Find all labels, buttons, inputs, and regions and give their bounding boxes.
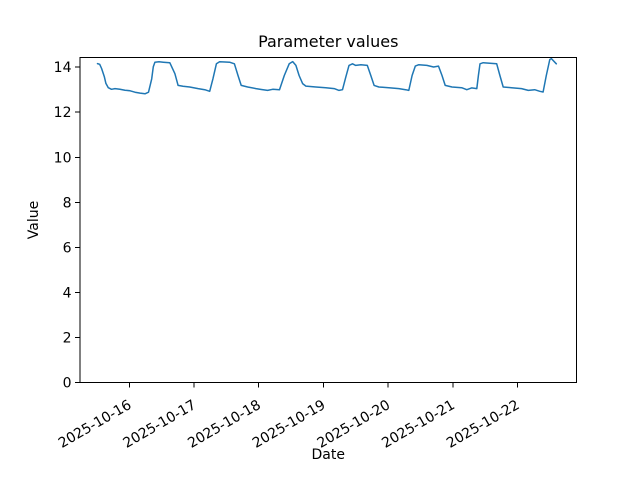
y-axis-ticks: 0 2 4 6 8 10 12 14 — [54, 60, 80, 392]
x-axis-ticks: 2025-10-162025-10-172025-10-182025-10-19… — [56, 382, 522, 452]
x-tick-label: 2025-10-20 — [315, 397, 393, 452]
x-tick-label: 2025-10-18 — [185, 397, 263, 452]
x-tick-label: 2025-10-21 — [379, 397, 457, 452]
y-tick-label: 0 — [63, 376, 72, 392]
x-axis-label: Date — [312, 447, 345, 463]
y-tick-label: 12 — [54, 105, 72, 121]
axes-spines — [79, 57, 577, 383]
x-tick-label: 2025-10-17 — [121, 397, 199, 452]
x-tick-label: 2025-10-22 — [444, 397, 522, 452]
y-axis-label: Value — [26, 201, 42, 239]
data-series-line — [96, 57, 558, 95]
x-tick-label: 2025-10-16 — [56, 397, 135, 452]
chart-title: Parameter values — [258, 32, 398, 51]
y-tick-label: 2 — [63, 330, 72, 346]
x-tick-label: 2025-10-19 — [250, 397, 328, 452]
y-tick-label: 6 — [63, 240, 72, 256]
data-series-group — [96, 57, 558, 95]
y-tick-label: 4 — [63, 285, 72, 301]
y-tick-label: 8 — [63, 195, 72, 211]
y-tick-label: 14 — [54, 60, 72, 76]
y-tick-label: 10 — [54, 150, 72, 166]
